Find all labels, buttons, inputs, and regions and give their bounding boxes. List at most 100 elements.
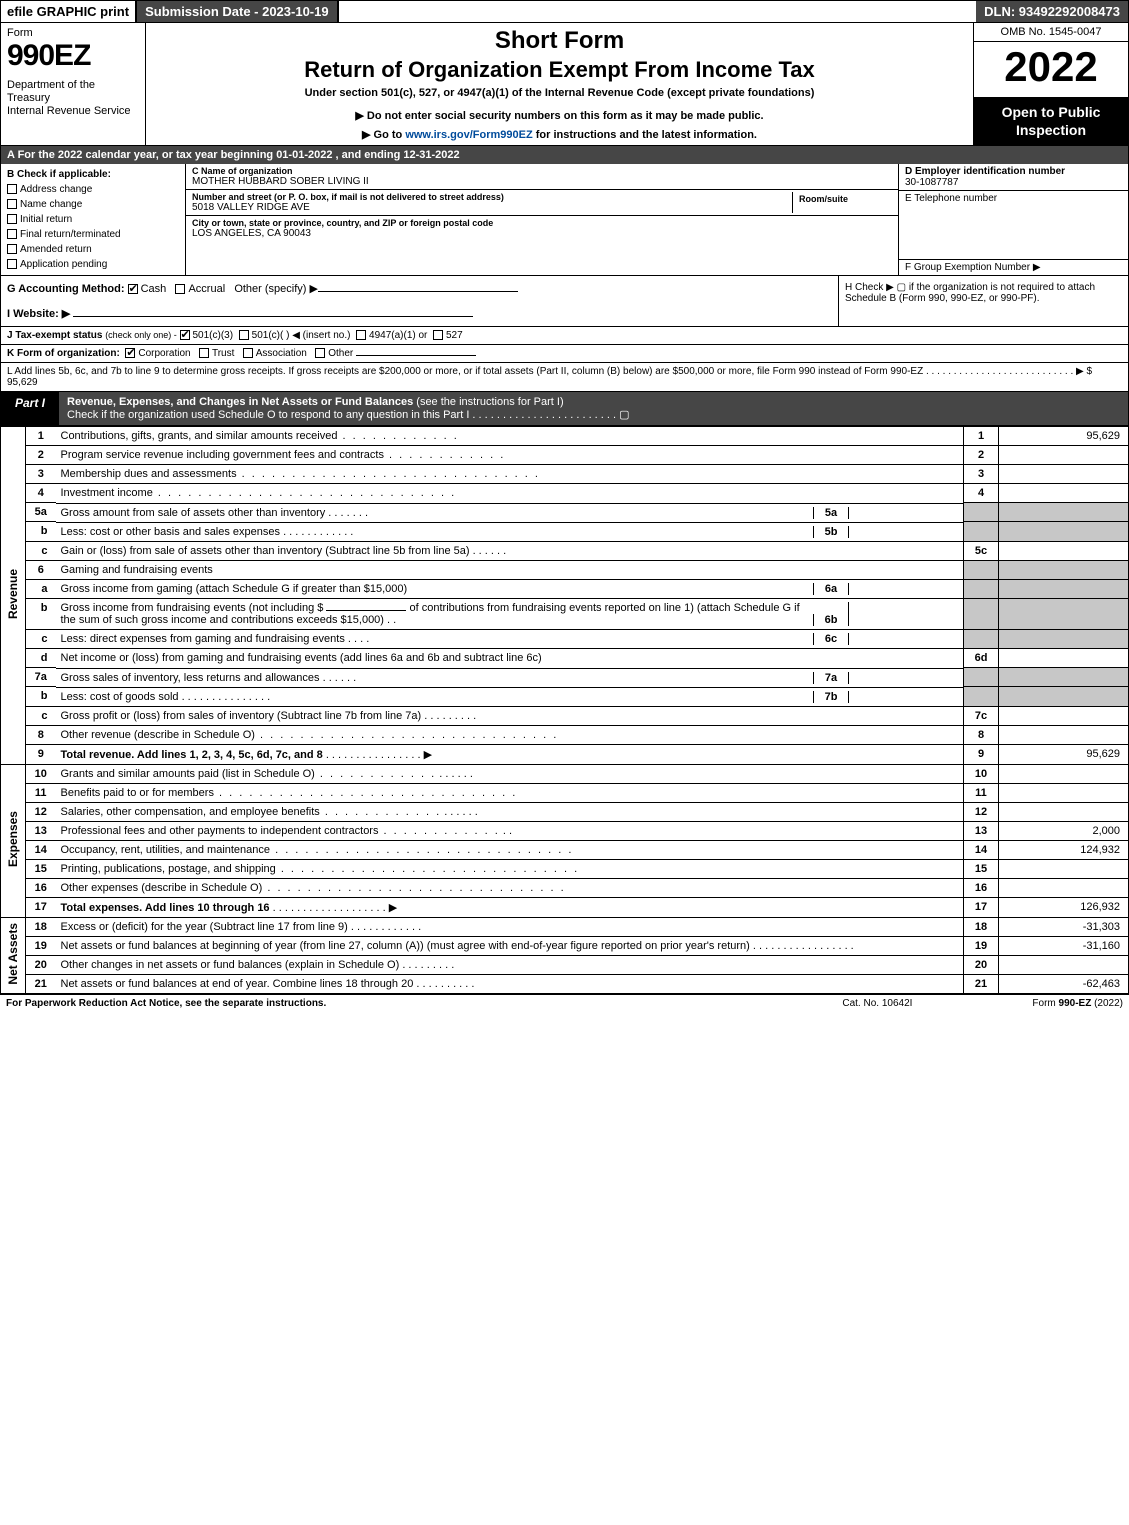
short-form-title: Short Form <box>154 27 965 55</box>
row-1: Revenue 1Contributions, gifts, grants, a… <box>1 427 1129 446</box>
row-21: 21Net assets or fund balances at end of … <box>1 974 1129 993</box>
form-word: Form <box>7 27 139 39</box>
dept-treasury: Department of the Treasury Internal Reve… <box>7 79 139 119</box>
f-label: F Group Exemption Number ▶ <box>905 262 1041 273</box>
row-17: 17Total expenses. Add lines 10 through 1… <box>1 897 1129 917</box>
row-7a: 7aGross sales of inventory, less returns… <box>1 668 1129 687</box>
omb-number: OMB No. 1545-0047 <box>974 23 1128 42</box>
line-a: A For the 2022 calendar year, or tax yea… <box>0 146 1129 164</box>
l-text: L Add lines 5b, 6c, and 7b to line 9 to … <box>7 366 923 377</box>
part1-header: Part I Revenue, Expenses, and Changes in… <box>0 392 1129 426</box>
k-assoc-check[interactable] <box>243 348 253 358</box>
j-501c-check[interactable] <box>239 330 249 340</box>
k-corp-check[interactable] <box>125 348 135 358</box>
k-pre: K Form of organization: <box>7 348 120 359</box>
row-7c: cGross profit or (loss) from sales of in… <box>1 706 1129 725</box>
row-4: 4Investment income4 <box>1 484 1129 503</box>
goto-post: for instructions and the latest informat… <box>533 129 757 141</box>
line-l: L Add lines 5b, 6c, and 7b to line 9 to … <box>0 363 1129 392</box>
donot-ssn: ▶ Do not enter social security numbers o… <box>154 109 965 122</box>
under-section: Under section 501(c), 527, or 4947(a)(1)… <box>154 87 965 99</box>
d-ein: D Employer identification number 30-1087… <box>899 164 1128 191</box>
g-accrual-check[interactable] <box>175 284 185 294</box>
e-label: E Telephone number <box>905 193 1122 204</box>
k-trust-check[interactable] <box>199 348 209 358</box>
footer-left: For Paperwork Reduction Act Notice, see … <box>6 998 326 1009</box>
c-name-label: C Name of organization <box>192 166 892 176</box>
col-c: C Name of organization MOTHER HUBBARD SO… <box>186 164 898 275</box>
header-left: Form 990EZ Department of the Treasury In… <box>1 23 146 145</box>
row-5b: bLess: cost or other basis and sales exp… <box>1 522 1129 542</box>
g-pre: G Accounting Method: <box>7 283 125 295</box>
row-5c: cGain or (loss) from sale of assets othe… <box>1 541 1129 560</box>
row-10: Expenses 10Grants and similar amounts pa… <box>1 764 1129 783</box>
f-group: F Group Exemption Number ▶ <box>899 260 1128 275</box>
line-j: J Tax-exempt status (check only one) - 5… <box>0 327 1129 345</box>
row-2: 2Program service revenue including gover… <box>1 446 1129 465</box>
room-suite: Room/suite <box>792 192 892 213</box>
j-pre: J Tax-exempt status <box>7 330 102 341</box>
b-item-pending[interactable]: Application pending <box>7 257 179 272</box>
part1-table: Revenue 1Contributions, gifts, grants, a… <box>0 426 1129 994</box>
row-5a: 5aGross amount from sale of assets other… <box>1 503 1129 522</box>
row-6: 6Gaming and fundraising events <box>1 560 1129 579</box>
org-name: MOTHER HUBBARD SOBER LIVING II <box>192 176 892 187</box>
g-cash-check[interactable] <box>128 284 138 294</box>
row-14: 14Occupancy, rent, utilities, and mainte… <box>1 840 1129 859</box>
page-footer: For Paperwork Reduction Act Notice, see … <box>0 994 1129 1012</box>
k-other-check[interactable] <box>315 348 325 358</box>
b-header: B Check if applicable: <box>7 167 179 182</box>
j-501c3-check[interactable] <box>180 330 190 340</box>
col-d-e-f: D Employer identification number 30-1087… <box>898 164 1128 275</box>
j-527-check[interactable] <box>433 330 443 340</box>
irs-link[interactable]: www.irs.gov/Form990EZ <box>405 129 532 141</box>
b-item-initial[interactable]: Initial return <box>7 212 179 227</box>
b-item-final[interactable]: Final return/terminated <box>7 227 179 242</box>
side-netassets: Net Assets <box>1 917 26 993</box>
row-18: Net Assets 18Excess or (deficit) for the… <box>1 917 1129 936</box>
c-city-label: City or town, state or province, country… <box>192 218 892 228</box>
row-12: 12Salaries, other compensation, and empl… <box>1 802 1129 821</box>
d-label: D Employer identification number <box>905 166 1122 177</box>
c-city-row: City or town, state or province, country… <box>186 216 898 241</box>
efile-label[interactable]: efile GRAPHIC print <box>1 1 135 22</box>
row-16: 16Other expenses (describe in Schedule O… <box>1 878 1129 897</box>
b-item-name[interactable]: Name change <box>7 197 179 212</box>
part1-title: Revenue, Expenses, and Changes in Net As… <box>59 392 1128 425</box>
b-item-amended[interactable]: Amended return <box>7 242 179 257</box>
line-k: K Form of organization: Corporation Trus… <box>0 345 1129 363</box>
goto-pre: ▶ Go to <box>362 129 405 141</box>
i-pre: I Website: ▶ <box>7 308 70 320</box>
header-right: OMB No. 1545-0047 2022 Open to Public In… <box>973 23 1128 145</box>
row-9: 9Total revenue. Add lines 1, 2, 3, 4, 5c… <box>1 744 1129 764</box>
c-name-row: C Name of organization MOTHER HUBBARD SO… <box>186 164 898 190</box>
e-phone: E Telephone number <box>899 191 1128 260</box>
side-revenue: Revenue <box>1 427 26 765</box>
footer-right: Form 990-EZ (2022) <box>1032 998 1123 1009</box>
footer-cat: Cat. No. 10642I <box>842 998 912 1009</box>
part1-tag: Part I <box>1 392 59 425</box>
row-3: 3Membership dues and assessments3 <box>1 465 1129 484</box>
col-b: B Check if applicable: Address change Na… <box>1 164 186 275</box>
goto-line: ▶ Go to www.irs.gov/Form990EZ for instru… <box>154 128 965 141</box>
tax-year: 2022 <box>974 42 1128 97</box>
ein-value: 30-1087787 <box>905 177 1122 188</box>
b-item-address[interactable]: Address change <box>7 182 179 197</box>
block-g-h: G Accounting Method: Cash Accrual Other … <box>0 276 1129 327</box>
row-6c: cLess: direct expenses from gaming and f… <box>1 629 1129 649</box>
form-number: 990EZ <box>7 39 139 73</box>
submission-date: Submission Date - 2023-10-19 <box>135 1 339 22</box>
row-6d: dNet income or (loss) from gaming and fu… <box>1 649 1129 668</box>
row-15: 15Printing, publications, postage, and s… <box>1 859 1129 878</box>
return-title: Return of Organization Exempt From Incom… <box>154 57 965 83</box>
row-7b: bLess: cost of goods sold . . . . . . . … <box>1 687 1129 707</box>
dln: DLN: 93492292008473 <box>976 1 1128 22</box>
row-19: 19Net assets or fund balances at beginni… <box>1 936 1129 955</box>
header-mid: Short Form Return of Organization Exempt… <box>146 23 973 145</box>
c-street-row: Number and street (or P. O. box, if mail… <box>186 190 898 216</box>
form-header: Form 990EZ Department of the Treasury In… <box>0 23 1129 146</box>
row-8: 8Other revenue (describe in Schedule O)8 <box>1 725 1129 744</box>
row-6a: aGross income from gaming (attach Schedu… <box>1 579 1129 598</box>
row-6b: bGross income from fundraising events (n… <box>1 598 1129 629</box>
j-4947-check[interactable] <box>356 330 366 340</box>
